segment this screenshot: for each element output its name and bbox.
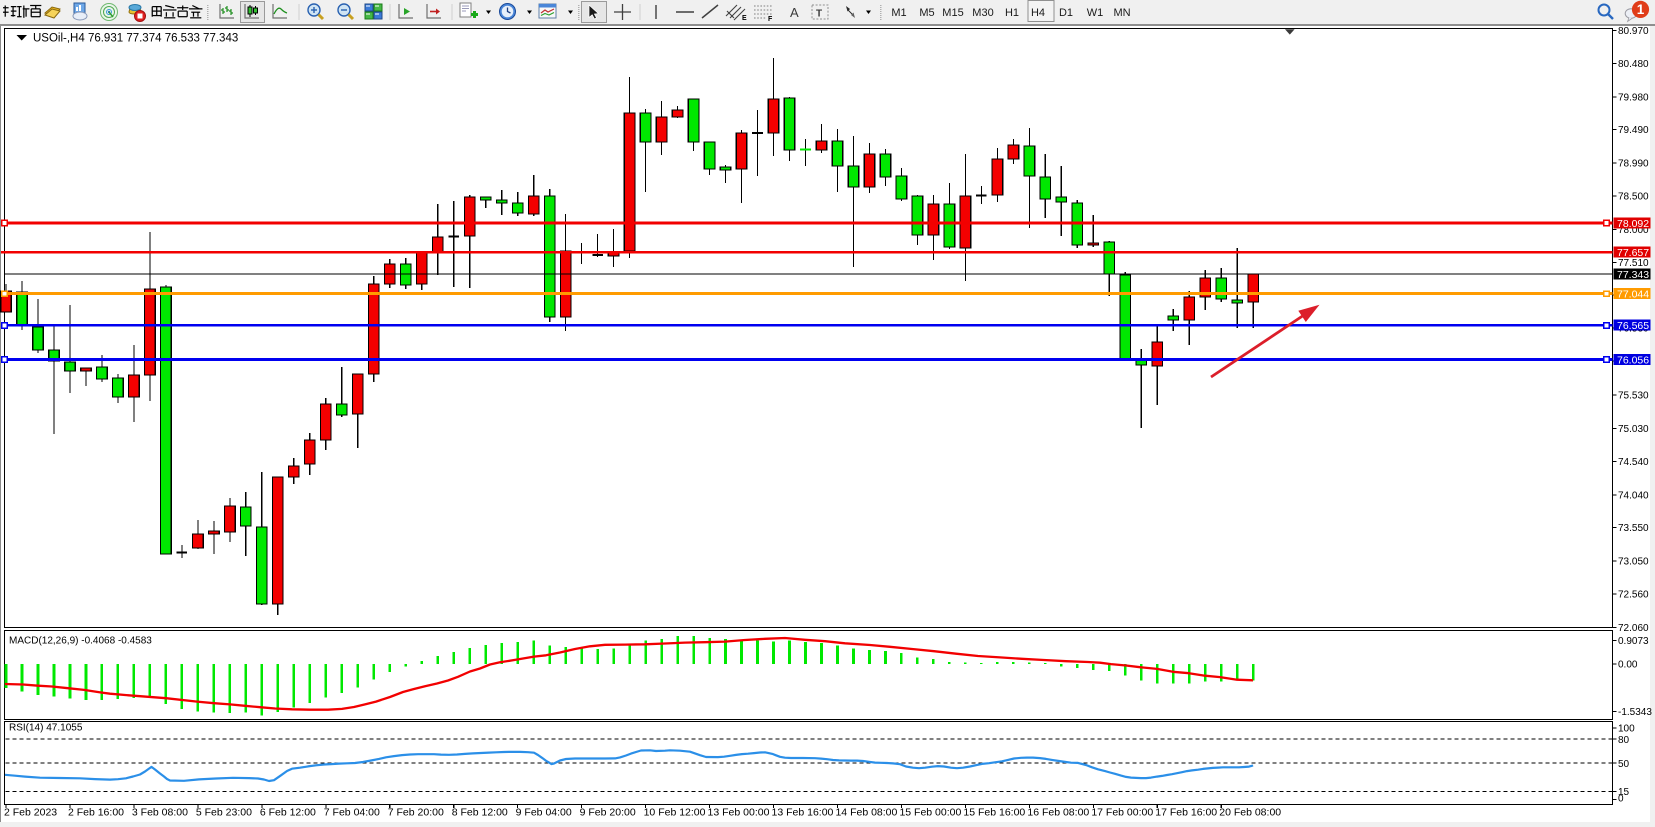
svg-text:73.050: 73.050 [1618, 557, 1649, 568]
svg-text:78.092: 78.092 [1617, 218, 1649, 230]
svg-text:M15: M15 [942, 7, 963, 19]
svg-text:14 Feb 08:00: 14 Feb 08:00 [835, 807, 897, 819]
svg-text:74.040: 74.040 [1618, 490, 1649, 501]
svg-text:USOil-,H4 76.931 77.374 76.53: USOil-,H4 76.931 77.374 76.533 77.343 [33, 33, 238, 45]
svg-text:13 Feb 00:00: 13 Feb 00:00 [708, 807, 770, 819]
svg-text:77.510: 77.510 [1618, 258, 1649, 269]
svg-text:A: A [790, 5, 799, 20]
svg-text:72.060: 72.060 [1618, 623, 1649, 634]
svg-text:H4: H4 [1031, 7, 1045, 19]
svg-text:2 Feb 16:00: 2 Feb 16:00 [68, 807, 124, 819]
svg-text:6 Feb 12:00: 6 Feb 12:00 [260, 807, 316, 819]
svg-text:74.540: 74.540 [1618, 457, 1649, 468]
svg-text:15: 15 [1618, 787, 1630, 798]
svg-text:72.560: 72.560 [1618, 590, 1649, 601]
svg-text:MN: MN [1113, 7, 1130, 19]
svg-text:15 Feb 00:00: 15 Feb 00:00 [899, 807, 961, 819]
svg-text:9 Feb 20:00: 9 Feb 20:00 [580, 807, 636, 819]
svg-text:77.657: 77.657 [1617, 247, 1649, 259]
svg-text:M1: M1 [891, 7, 906, 19]
svg-text:D1: D1 [1059, 7, 1073, 19]
svg-text:M5: M5 [919, 7, 934, 19]
svg-text:75.030: 75.030 [1618, 424, 1649, 435]
svg-text:H1: H1 [1005, 7, 1019, 19]
svg-text:1: 1 [1637, 2, 1645, 17]
svg-text:76.056: 76.056 [1617, 354, 1649, 366]
svg-text:E: E [742, 15, 747, 22]
svg-text:8 Feb 12:00: 8 Feb 12:00 [452, 807, 508, 819]
svg-text:80.480: 80.480 [1618, 59, 1649, 70]
svg-text:-1.5343: -1.5343 [1618, 707, 1652, 718]
svg-text:78.990: 78.990 [1618, 159, 1649, 170]
svg-text:RSI(14) 47.1055: RSI(14) 47.1055 [9, 723, 83, 734]
svg-text:79.490: 79.490 [1618, 125, 1649, 136]
svg-text:78.500: 78.500 [1618, 192, 1649, 203]
svg-text:78.000: 78.000 [1618, 225, 1649, 236]
svg-text:7 Feb 20:00: 7 Feb 20:00 [388, 807, 444, 819]
svg-text:77.343: 77.343 [1617, 269, 1649, 281]
svg-text:T: T [816, 9, 822, 20]
svg-text:100: 100 [1618, 724, 1635, 735]
svg-text:M30: M30 [972, 7, 993, 19]
svg-text:0: 0 [1618, 794, 1624, 805]
svg-text:MACD(12,26,9) -0.4068 -0.4583: MACD(12,26,9) -0.4068 -0.4583 [9, 636, 152, 647]
svg-text:79.980: 79.980 [1618, 92, 1649, 103]
svg-text:75.530: 75.530 [1618, 391, 1649, 402]
svg-text:77.044: 77.044 [1617, 289, 1649, 301]
svg-text:16 Feb 08:00: 16 Feb 08:00 [1027, 807, 1089, 819]
svg-text:0.00: 0.00 [1618, 660, 1638, 671]
svg-text:15 Feb 16:00: 15 Feb 16:00 [963, 807, 1025, 819]
svg-text:3 Feb 08:00: 3 Feb 08:00 [132, 807, 188, 819]
svg-text:17 Feb 16:00: 17 Feb 16:00 [1155, 807, 1217, 819]
svg-text:7 Feb 04:00: 7 Feb 04:00 [324, 807, 380, 819]
svg-text:9 Feb 04:00: 9 Feb 04:00 [516, 807, 572, 819]
svg-text:13 Feb 16:00: 13 Feb 16:00 [772, 807, 834, 819]
svg-text:2 Feb 2023: 2 Feb 2023 [4, 807, 57, 819]
svg-text:W1: W1 [1087, 7, 1104, 19]
svg-text:80.970: 80.970 [1618, 26, 1649, 37]
svg-text:10 Feb 12:00: 10 Feb 12:00 [644, 807, 706, 819]
svg-text:50: 50 [1618, 759, 1630, 770]
svg-text:17 Feb 00:00: 17 Feb 00:00 [1091, 807, 1153, 819]
svg-text:20 Feb 08:00: 20 Feb 08:00 [1219, 807, 1281, 819]
svg-text:F: F [768, 16, 773, 23]
svg-text:73.550: 73.550 [1618, 523, 1649, 534]
svg-text:5 Feb 23:00: 5 Feb 23:00 [196, 807, 252, 819]
svg-text:80: 80 [1618, 735, 1630, 746]
svg-text:0.9073: 0.9073 [1618, 636, 1649, 647]
svg-text:76.565: 76.565 [1617, 320, 1649, 332]
